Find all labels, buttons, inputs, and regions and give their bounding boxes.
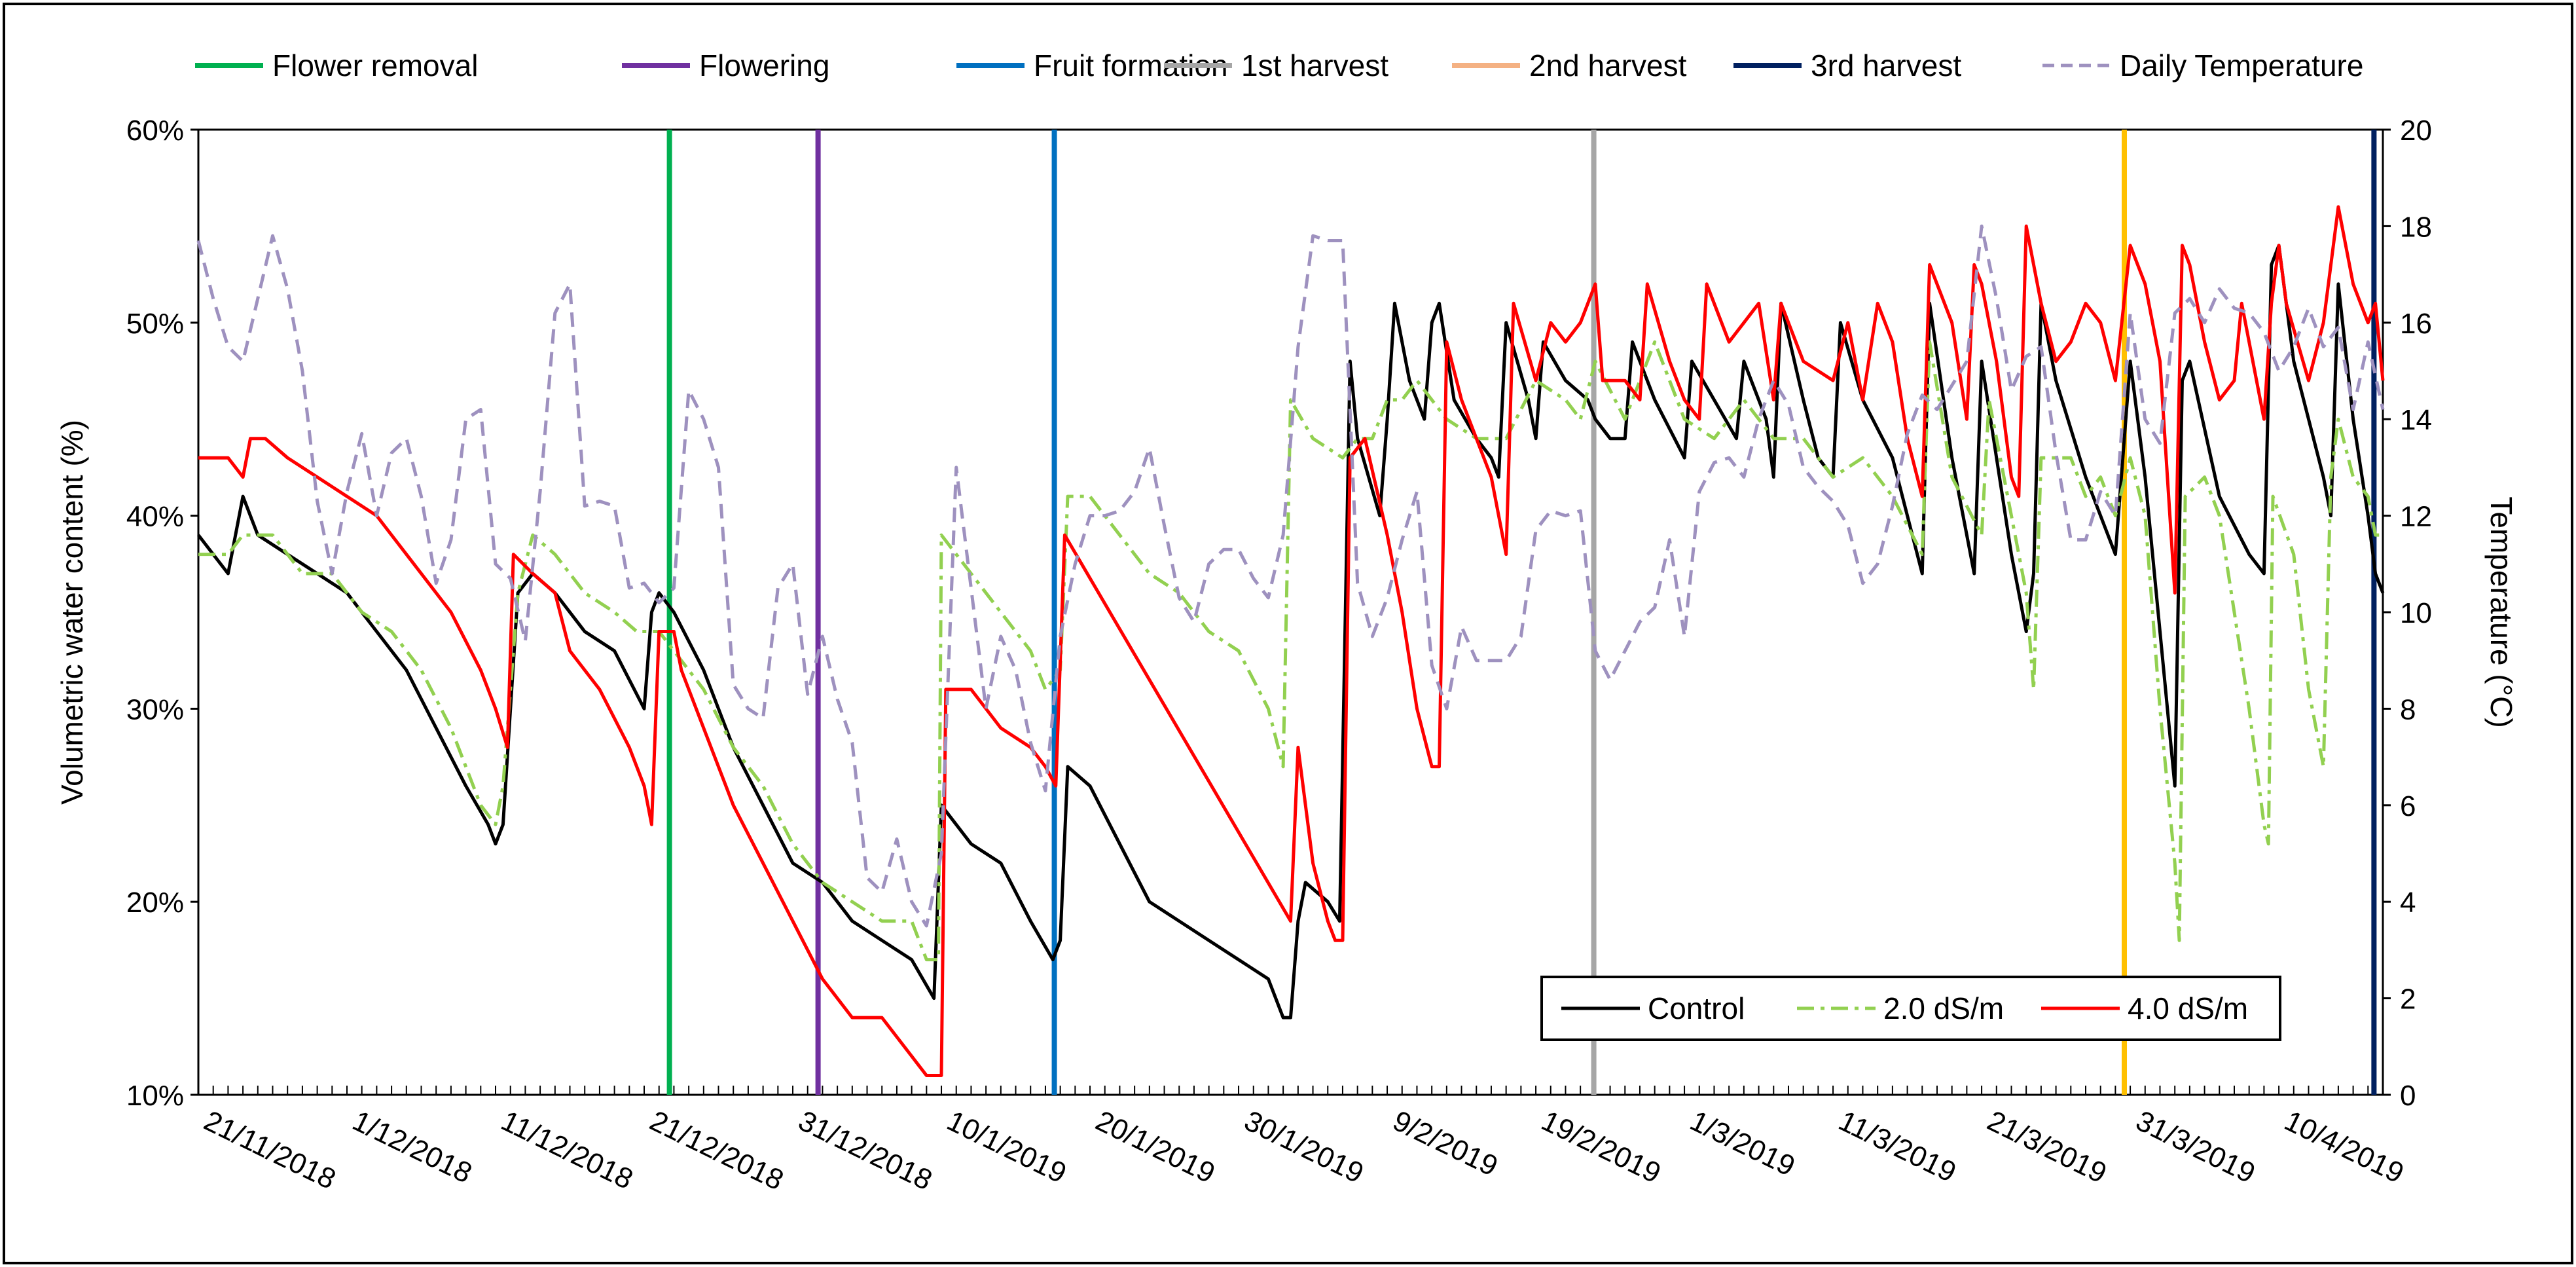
legend-label: Flowering <box>699 48 829 83</box>
x-tick-label: 21/12/2018 <box>645 1105 788 1197</box>
x-tick-label: 9/2/2019 <box>1388 1105 1502 1183</box>
legend-label: 2nd harvest <box>1529 48 1687 83</box>
x-tick-label: 10/4/2019 <box>2279 1105 2408 1190</box>
x-tick-label: 31/12/2018 <box>793 1105 937 1197</box>
right-tick-label: 2 <box>2400 983 2416 1016</box>
x-tick-label: 11/3/2019 <box>1834 1105 1961 1188</box>
inner-legend-label: 2.0 dS/m <box>1883 991 2004 1025</box>
right-tick-label: 6 <box>2400 790 2416 822</box>
x-tick-label: 1/3/2019 <box>1685 1105 1800 1183</box>
x-tick-label: 11/12/2018 <box>496 1105 638 1196</box>
left-tick-label: 10% <box>126 1080 184 1112</box>
left-tick-label: 30% <box>126 693 184 725</box>
right-tick-label: 14 <box>2400 404 2432 436</box>
left-tick-label: 40% <box>126 501 184 533</box>
left-axis-label: Volumetric water content (%) <box>55 420 89 805</box>
right-tick-label: 0 <box>2400 1080 2416 1112</box>
legend-label: Flower removal <box>272 48 478 83</box>
legend-label: 1st harvest <box>1241 48 1388 83</box>
event-lines <box>666 130 2377 1095</box>
right-tick-label: 10 <box>2400 597 2432 629</box>
plot-area-border <box>197 128 2384 1096</box>
series-daily-temperature <box>196 224 2385 928</box>
inner-legend-box <box>1540 976 2281 1041</box>
x-tick-label: 21/11/2018 <box>199 1105 340 1196</box>
left-tick-label: 50% <box>126 308 184 340</box>
right-axis-label: Temperature (°C) <box>2484 496 2518 727</box>
right-tick-label: 12 <box>2400 501 2432 533</box>
x-tick-label: 20/1/2019 <box>1091 1105 1220 1190</box>
legend-label: 3rd harvest <box>1811 48 1961 83</box>
inner-legend-label: 4.0 dS/m <box>2128 991 2248 1025</box>
right-tick-label: 4 <box>2400 887 2416 919</box>
x-tick-label: 19/2/2019 <box>1536 1105 1665 1190</box>
legend-label: Daily Temperature <box>2120 48 2363 83</box>
left-tick-label: 20% <box>126 887 184 919</box>
inner-legend: Control 2.0 dS/m 4.0 dS/m <box>1540 976 2281 1041</box>
inner-legend-label: Control <box>1648 991 1745 1025</box>
x-tick-label: 21/3/2019 <box>1982 1105 2111 1190</box>
right-tick-label: 8 <box>2400 693 2416 725</box>
left-tick-label: 60% <box>126 115 184 147</box>
right-tick-label: 18 <box>2400 211 2432 243</box>
right-tick-label: 16 <box>2400 308 2432 340</box>
axes <box>190 128 2391 1096</box>
series-4-0-ds-m <box>198 205 2385 1077</box>
x-tick-label: 1/12/2018 <box>348 1105 477 1190</box>
x-tick-label: 31/3/2019 <box>2131 1105 2260 1190</box>
series-lines <box>196 205 2385 1077</box>
x-tick-label: 30/1/2019 <box>1239 1105 1368 1190</box>
series-control <box>197 244 2385 1019</box>
top-legend: Flower removal Flowering Fruit formation 1s… <box>195 48 2363 83</box>
x-tick-label: 10/1/2019 <box>942 1105 1071 1190</box>
right-tick-label: 20 <box>2400 115 2432 147</box>
chart-frame <box>3 3 2573 1264</box>
